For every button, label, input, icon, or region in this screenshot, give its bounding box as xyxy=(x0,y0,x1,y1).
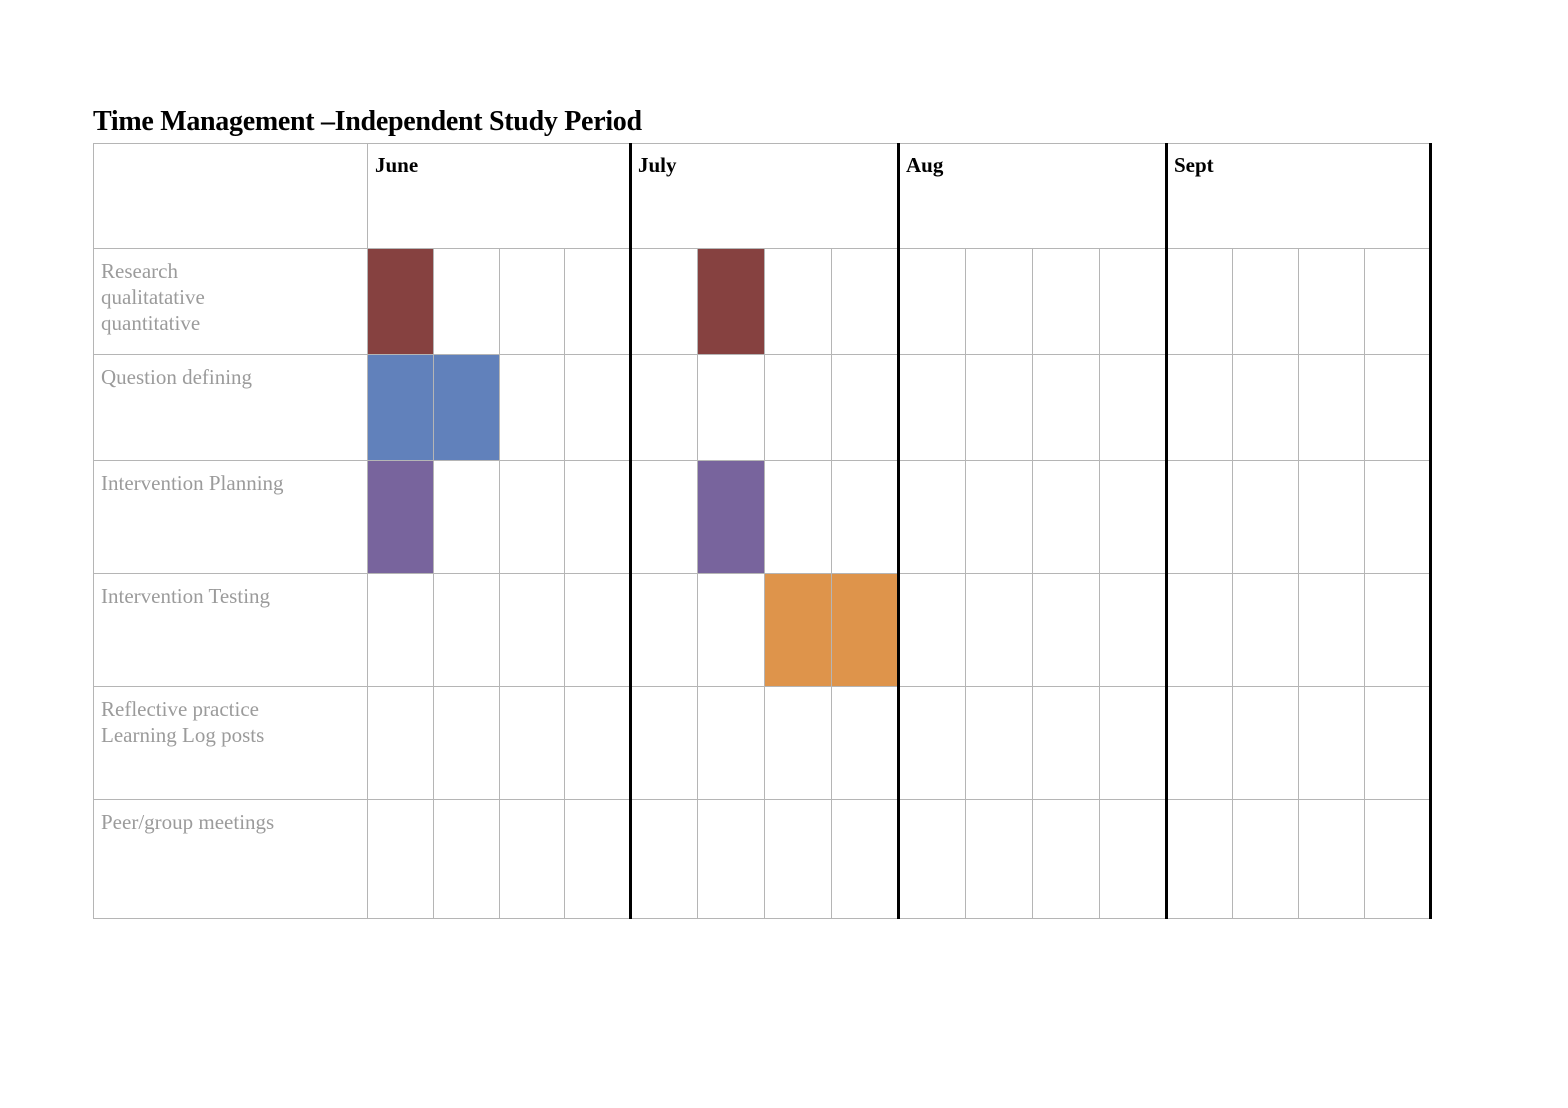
week-divider xyxy=(564,248,565,918)
week-divider xyxy=(1032,248,1033,918)
task-bar-cell xyxy=(367,354,433,460)
week-divider xyxy=(697,248,698,918)
task-bar-cell xyxy=(367,248,433,354)
task-bar-cell xyxy=(764,573,831,686)
task-bar-cell xyxy=(831,573,898,686)
row-divider xyxy=(93,573,1430,574)
task-bar-cell xyxy=(367,460,433,573)
column-divider xyxy=(93,143,94,918)
month-divider xyxy=(1165,143,1168,919)
task-bar-cell xyxy=(697,248,764,354)
page-title: Time Management –Independent Study Perio… xyxy=(93,106,642,137)
task-bar-cell xyxy=(697,460,764,573)
task-label: Question defining xyxy=(101,365,253,389)
row-divider xyxy=(93,918,1430,919)
week-divider xyxy=(764,248,765,918)
month-divider xyxy=(897,143,900,919)
week-divider xyxy=(499,248,500,918)
week-divider xyxy=(433,248,434,918)
week-divider xyxy=(1232,248,1233,918)
week-divider xyxy=(1298,248,1299,918)
row-divider xyxy=(93,460,1430,461)
column-divider xyxy=(367,143,368,918)
month-header-aug: Aug xyxy=(906,153,944,177)
week-divider xyxy=(1099,248,1100,918)
month-divider xyxy=(629,143,632,919)
task-label: Intervention Testing xyxy=(101,584,271,608)
row-divider xyxy=(93,354,1430,355)
task-bar-cell xyxy=(432,354,499,460)
row-divider xyxy=(93,143,1430,144)
row-divider xyxy=(93,248,1430,249)
task-label: Intervention Planning xyxy=(101,471,284,495)
month-header-june: June xyxy=(375,153,419,177)
task-label: Reflective practice Learning Log posts xyxy=(101,697,265,747)
month-divider xyxy=(1429,143,1432,919)
week-divider xyxy=(831,248,832,918)
month-header-sept: Sept xyxy=(1174,153,1214,177)
row-divider xyxy=(93,799,1430,800)
row-divider xyxy=(93,686,1430,687)
week-divider xyxy=(1364,248,1365,918)
week-divider xyxy=(965,248,966,918)
task-label: Peer/group meetings xyxy=(101,810,275,834)
task-label: Research qualitatative quantitative xyxy=(101,259,205,335)
month-header-july: July xyxy=(638,153,677,177)
